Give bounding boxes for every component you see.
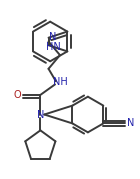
Text: HN: HN [46,42,61,52]
Text: N: N [49,32,56,42]
Text: N: N [37,110,44,120]
Text: NH: NH [53,78,67,87]
Text: O: O [14,90,21,100]
Text: N: N [127,118,135,128]
